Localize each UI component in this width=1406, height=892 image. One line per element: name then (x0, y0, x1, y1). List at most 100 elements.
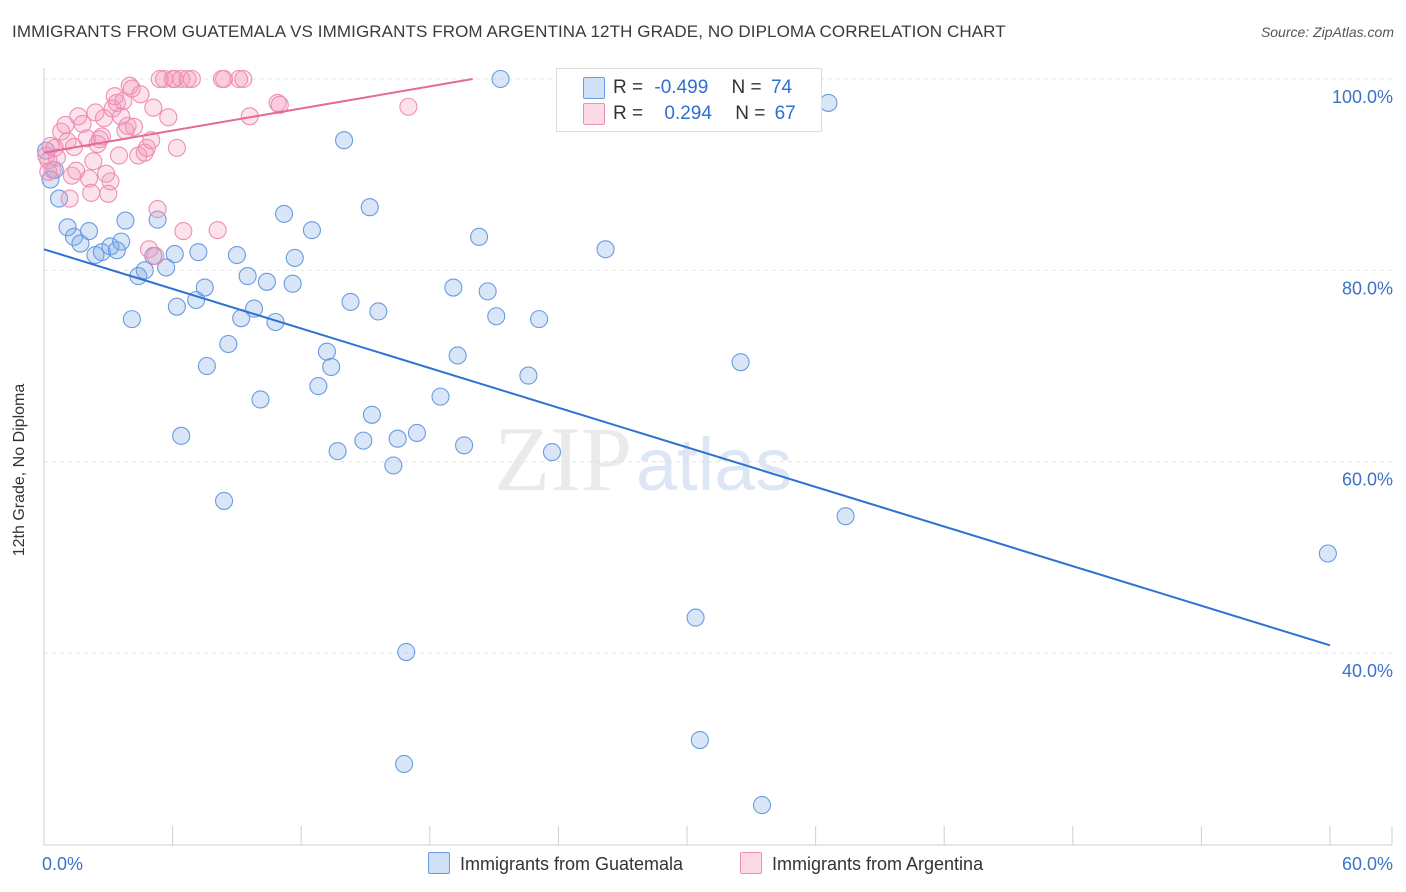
guatemala-points (37, 69, 1337, 815)
argentina-point (131, 85, 150, 104)
legend-r-value: -0.499 (654, 77, 709, 98)
guatemala-point (836, 507, 855, 526)
argentina-point (174, 222, 193, 241)
guatemala-point (686, 608, 705, 627)
argentina-point (112, 107, 131, 126)
guatemala-point (487, 307, 506, 326)
guatemala-point (542, 443, 562, 462)
guatemala-point (362, 405, 381, 424)
argentina-point (208, 221, 227, 240)
guatemala-point (257, 272, 276, 291)
guatemala-point (530, 310, 549, 329)
guatemala-point (388, 429, 407, 448)
watermark-zip: ZIP (494, 408, 632, 510)
guatemala-point (195, 278, 214, 297)
argentina-point (84, 152, 103, 171)
argentina-point (146, 246, 165, 266)
bottom-legend-swatch-blue (428, 852, 450, 874)
guatemala-point (335, 131, 354, 150)
legend-r-value: 0.294 (664, 103, 712, 124)
guatemala-point (384, 456, 403, 475)
legend-n-value: 74 (770, 77, 793, 98)
source-label: Source: ZipAtlas.com (1260, 24, 1394, 40)
guatemala-point (189, 243, 208, 262)
argentina-point (144, 98, 163, 117)
argentina-point (107, 93, 126, 112)
guatemala-point (341, 292, 360, 311)
guatemala-point (354, 431, 373, 450)
guatemala-point (116, 211, 135, 230)
guatemala-point (112, 232, 131, 251)
guatemala-point (690, 731, 709, 750)
guatemala-point (266, 312, 285, 332)
guatemala-point (395, 754, 414, 774)
guatemala-point (328, 442, 347, 461)
argentina-point (73, 114, 92, 134)
guatemala-trend-line (43, 248, 1331, 647)
guatemala-point (79, 222, 99, 241)
guatemala-point (478, 282, 497, 301)
guatemala-point (157, 258, 176, 277)
guatemala-point (317, 342, 336, 361)
x-tick-label: 60.0% (1342, 854, 1393, 874)
watermark: ZIP atlas (494, 408, 792, 510)
guatemala-point (135, 261, 154, 280)
legend-r-label: R = (613, 77, 644, 98)
guatemala-point (455, 436, 474, 455)
guatemala-point (360, 198, 379, 217)
argentina-point (229, 69, 249, 89)
guatemala-point (165, 245, 184, 264)
argentina-point (150, 69, 169, 89)
argentina-point (39, 162, 58, 181)
guatemala-point (251, 390, 270, 409)
grid-lines (44, 78, 1392, 654)
guatemala-point (275, 204, 294, 223)
guatemala-point (148, 210, 167, 229)
argentina-point (178, 69, 197, 89)
y-tick-label: 80.0% (1342, 278, 1393, 298)
bottom-legend-guatemala: Immigrants from Guatemala (428, 852, 683, 875)
argentina-point (172, 69, 191, 89)
guatemala-point (322, 357, 341, 377)
y-axis-title: 12th Grade, No Diploma (11, 383, 28, 557)
legend-r-label: R = (613, 103, 644, 124)
guatemala-point (219, 334, 238, 354)
guatemala-point (214, 491, 234, 510)
guatemala-point (302, 221, 321, 240)
guatemala-point (167, 297, 186, 316)
argentina-point (79, 169, 99, 188)
guatemala-point (731, 353, 750, 372)
argentina-point (159, 108, 178, 127)
guatemala-point (71, 234, 90, 253)
argentina-point (60, 189, 79, 208)
guatemala-point (369, 302, 388, 321)
argentina-point (118, 116, 137, 135)
argentina-point (101, 172, 120, 191)
argentina-point (139, 240, 159, 259)
bottom-legend-label: Immigrants from Guatemala (460, 854, 684, 874)
x-tick-label: 0.0% (42, 854, 83, 874)
argentina-point (114, 91, 133, 111)
guatemala-point (227, 245, 246, 265)
legend-n-label: N = (735, 103, 766, 124)
argentina-point (182, 69, 201, 89)
guatemala-point (1318, 544, 1337, 563)
y-tick-label: 60.0% (1342, 470, 1393, 490)
y-tick-label: 40.0% (1342, 661, 1393, 681)
argentina-point (167, 138, 186, 157)
argentina-point (82, 183, 101, 202)
guatemala-point (285, 248, 304, 267)
argentina-point (109, 146, 129, 165)
bottom-legend-label: Immigrants from Argentina (772, 854, 984, 874)
guatemala-point (49, 189, 69, 208)
tick-labels: 40.0% 60.0% 80.0% 100.0% 0.0% 60.0% (42, 87, 1393, 874)
guatemala-point (238, 267, 257, 286)
argentina-point (124, 117, 144, 136)
argentina-point (77, 129, 96, 148)
argentina-trend-line (43, 78, 473, 154)
guatemala-point (58, 218, 77, 237)
guatemala-point (309, 377, 328, 396)
guatemala-point (122, 310, 141, 329)
trend-lines (43, 78, 1331, 647)
legend-swatch-blue (583, 77, 605, 99)
